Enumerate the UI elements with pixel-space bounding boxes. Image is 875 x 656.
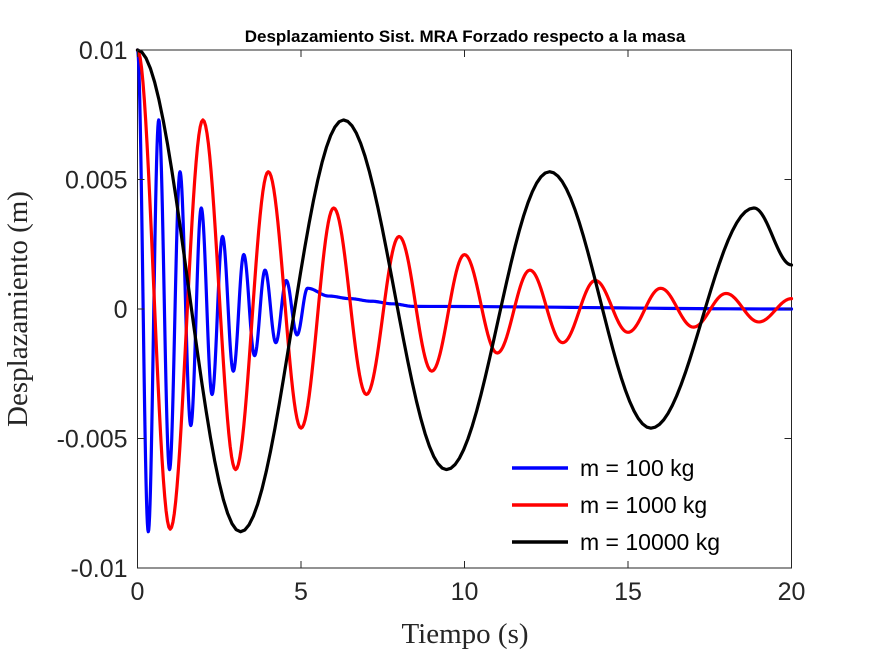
series-layer <box>135 48 794 534</box>
x-tick-label: 10 <box>451 578 479 606</box>
y-axis-label: Desplazamiento (m) <box>2 191 34 427</box>
x-tick-label: 20 <box>778 578 806 606</box>
x-tick-label: 5 <box>294 578 308 606</box>
series-line-2 <box>135 48 794 534</box>
tick-layer: 0 5 10 15 20 -0.01 -0.005 0 0.005 0.01 <box>57 37 806 606</box>
series-line-0 <box>135 48 794 534</box>
legend: m = 100 kg m = 1000 kg m = 10000 kg <box>512 455 720 555</box>
x-axis-label: Tiempo (s) <box>401 618 528 650</box>
y-tick-label: -0.005 <box>57 426 128 454</box>
legend-label-2: m = 10000 kg <box>580 529 720 555</box>
x-tick-label: 15 <box>614 578 642 606</box>
legend-label-1: m = 1000 kg <box>580 492 707 518</box>
y-tick-label: 0.005 <box>65 167 128 195</box>
chart-title: Desplazamiento Sist. MRA Forzado respect… <box>245 27 686 46</box>
y-tick-label: 0 <box>114 296 128 324</box>
series-line-1 <box>135 48 794 531</box>
legend-label-0: m = 100 kg <box>580 455 694 481</box>
x-tick-label: 0 <box>131 578 145 606</box>
y-tick-label: 0.01 <box>79 37 128 65</box>
y-tick-label: -0.01 <box>71 555 128 583</box>
plot-area: 0 5 10 15 20 -0.01 -0.005 0 0.005 0.01 <box>57 37 806 606</box>
